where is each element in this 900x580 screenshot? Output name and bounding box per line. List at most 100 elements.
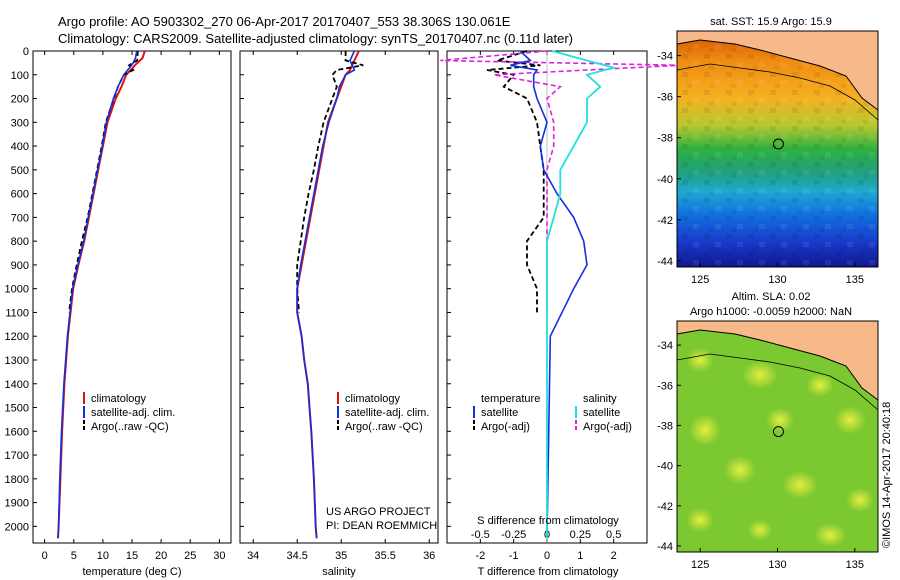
depth-tick-label: 1200 — [5, 331, 29, 343]
legend-salinity-satellite: satellite — [583, 407, 620, 419]
temperature-panel-frame — [32, 50, 232, 544]
depth-tick-label: 900 — [11, 260, 29, 272]
difference-legend: temperature satellite Argo(-adj) salinit… — [473, 393, 632, 433]
s-diff-tick-label: -0.5 — [471, 529, 490, 541]
sst-map — [676, 30, 879, 268]
x-tick-label: 2 — [611, 550, 617, 562]
coastline — [676, 39, 879, 111]
sla-map — [676, 320, 879, 553]
satellite-temperature-diff-line — [510, 50, 588, 539]
legend-satellite-adj: satellite-adj. clim. — [345, 407, 429, 419]
lon-tick-label: 130 — [768, 274, 786, 286]
x-tick-label: 15 — [126, 550, 138, 562]
legend-argo: Argo(..raw -QC) — [91, 421, 169, 433]
lon-tick-label: 125 — [691, 274, 709, 286]
legend-temperature-satellite: satellite — [481, 407, 518, 419]
lon-tick-label: 135 — [846, 559, 864, 571]
project-credit: US ARGO PROJECT — [326, 506, 431, 518]
salinity-legend: climatology satellite-adj. clim. Argo(..… — [337, 392, 429, 433]
x-tick-label: 25 — [184, 550, 196, 562]
depth-tick-label: 2000 — [5, 521, 29, 533]
sla-map-title: Altim. SLA: 0.02 — [732, 291, 811, 303]
depth-tick-label: 1400 — [5, 379, 29, 391]
x-tick-label: 36 — [423, 550, 435, 562]
depth-tick-label: 300 — [11, 117, 29, 129]
depth-tick-label: 1300 — [5, 355, 29, 367]
legend-salinity-title: salinity — [583, 393, 617, 405]
argo-position-marker — [772, 138, 784, 150]
lon-tick-label: 130 — [768, 559, 786, 571]
land-mass — [677, 321, 878, 400]
depth-tick-label: 200 — [11, 94, 29, 106]
x-tick-label: 20 — [155, 550, 167, 562]
x-tick-label: 34 — [247, 550, 259, 562]
legend-climatology: climatology — [345, 393, 401, 405]
sla-map-axes: 125 130 135 -34 -36 -38 -40 -42 -44 — [657, 340, 864, 571]
x-tick-label: -2 — [475, 550, 485, 562]
imos-stamp: ©IMOS 14-Apr-2017 20:40:18 — [881, 402, 893, 548]
salinity-panel-frame — [239, 50, 439, 544]
legend-temperature-title: temperature — [481, 393, 540, 405]
lon-tick-label: 135 — [846, 274, 864, 286]
header-line-1: Argo profile: AO 5903302_270 06-Apr-2017… — [58, 14, 511, 29]
sst-map-title: sat. SST: 15.9 Argo: 15.9 — [710, 16, 832, 28]
s-diff-tick-label: 0.25 — [570, 529, 591, 541]
x-tick-label: 0 — [42, 550, 48, 562]
depth-tick-label: 600 — [11, 189, 29, 201]
x-tick-label: 5 — [71, 550, 77, 562]
lat-tick-label: -34 — [657, 340, 673, 352]
lat-tick-label: -36 — [657, 92, 673, 104]
depth-tick-label: 400 — [11, 141, 29, 153]
x-tick-label: 35 — [335, 550, 347, 562]
header-line-2: Climatology: CARS2009. Satellite-adjuste… — [58, 31, 573, 46]
satellite-salinity-line — [296, 50, 356, 539]
argo-position-marker — [772, 426, 784, 438]
pi-credit: PI: DEAN ROEMMICH — [326, 520, 437, 532]
legend-argo: Argo(..raw -QC) — [345, 421, 423, 433]
depth-tick-label: 1600 — [5, 426, 29, 438]
argo-salinity-line — [296, 51, 364, 313]
satellite-salinity-diff-line — [546, 50, 618, 539]
satellite-temperature-line — [57, 50, 138, 539]
depth-tick-label: 1900 — [5, 498, 29, 510]
depth-tick-label: 700 — [11, 212, 29, 224]
sst-map-axes: 125 130 135 -34 -36 -38 -40 -42 -44 — [657, 51, 864, 286]
argo-salinity-diff-line — [440, 50, 681, 313]
temperature-plot: 0 5 10 15 20 25 30 — [42, 50, 225, 562]
legend-salinity-argo: Argo(-adj) — [583, 421, 632, 433]
legend-climatology: climatology — [91, 393, 147, 405]
depth-tick-label: 0 — [23, 46, 29, 58]
depth-contour — [676, 353, 879, 411]
depth-tick-label: 1000 — [5, 284, 29, 296]
x-tick-label: 10 — [97, 550, 109, 562]
depth-tick-label: 1100 — [5, 307, 29, 319]
lat-tick-label: -38 — [657, 420, 673, 432]
x-tick-label: 30 — [213, 550, 225, 562]
depth-contour — [676, 63, 879, 121]
lat-tick-label: -38 — [657, 133, 673, 145]
argo-temperature-diff-line — [486, 50, 545, 313]
x-tick-label: 34.5 — [286, 550, 307, 562]
legend-temperature-argo: Argo(-adj) — [481, 421, 530, 433]
salinity-axis-label: salinity — [322, 566, 356, 578]
s-diff-tick-label: -0.25 — [501, 529, 526, 541]
lat-tick-label: -42 — [657, 501, 673, 513]
x-tick-label: -1 — [509, 550, 519, 562]
x-tick-label: 35.5 — [374, 550, 395, 562]
lon-tick-label: 125 — [691, 559, 709, 571]
depth-tick-label: 100 — [11, 70, 29, 82]
lat-tick-label: -44 — [657, 256, 673, 268]
sla-map-subtitle: Argo h1000: -0.0059 h2000: NaN — [690, 306, 852, 318]
legend-satellite-adj: satellite-adj. clim. — [91, 407, 175, 419]
temperature-axis-label: temperature (deg C) — [82, 566, 181, 578]
lat-tick-label: -40 — [657, 461, 673, 473]
depth-tick-label: 500 — [11, 165, 29, 177]
depth-tick-label: 1700 — [5, 450, 29, 462]
lat-tick-label: -40 — [657, 174, 673, 186]
s-diff-tick-label: 0.5 — [606, 529, 621, 541]
difference-plot: -2 -1 0 1 2-0.5 -0.25 0 0.25 0.5 — [440, 50, 681, 562]
land-mass — [677, 31, 878, 110]
lat-tick-label: -44 — [657, 541, 673, 553]
lat-tick-label: -36 — [657, 380, 673, 392]
lat-tick-label: -34 — [657, 51, 673, 63]
